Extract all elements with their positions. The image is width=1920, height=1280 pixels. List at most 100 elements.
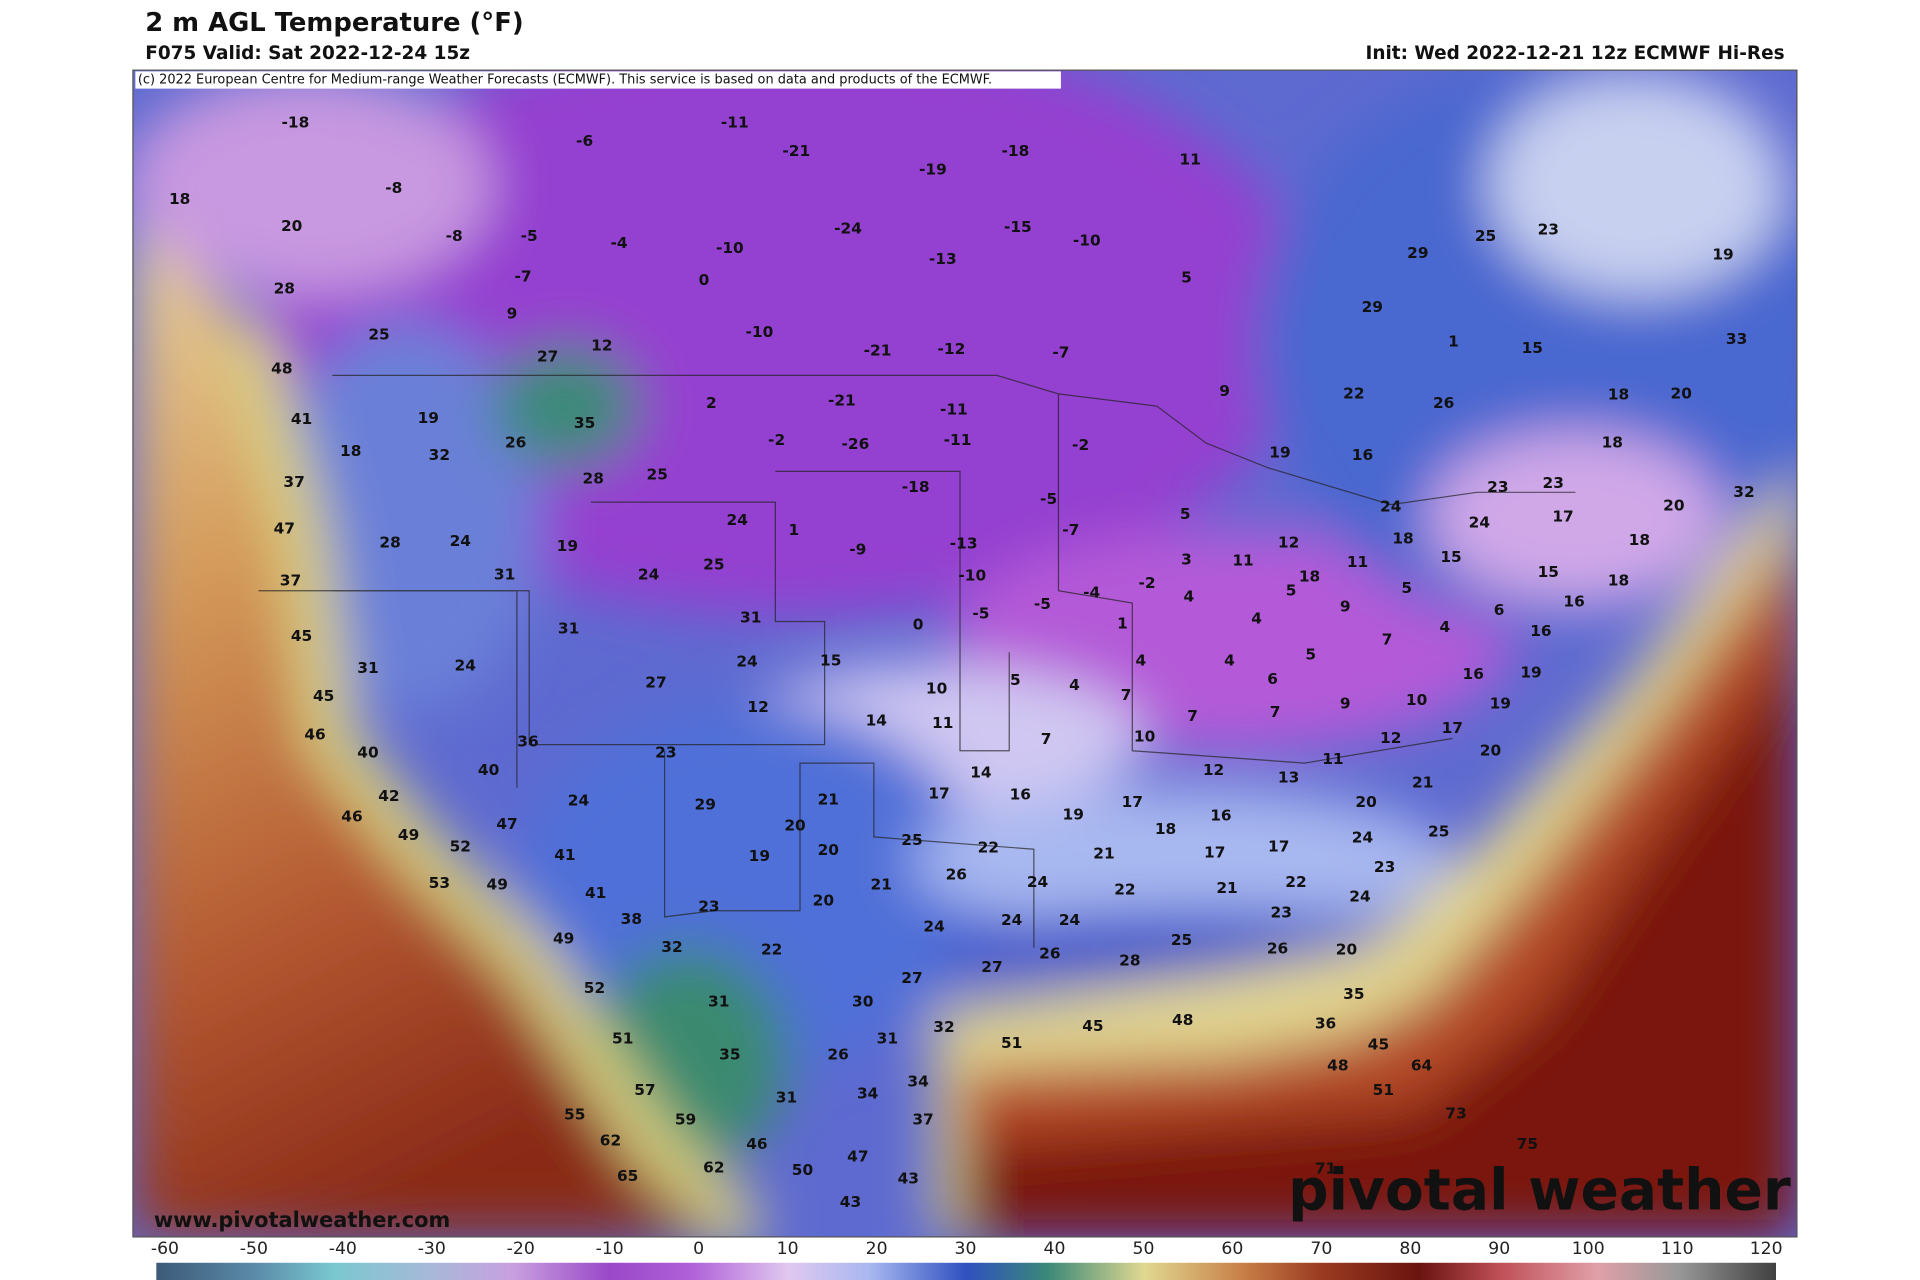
temperature-label: 41: [585, 884, 606, 902]
temperature-label: 19: [1490, 694, 1511, 712]
temperature-label: 73: [1445, 1104, 1466, 1122]
temperature-label: -7: [515, 267, 532, 285]
temperature-label: 51: [1373, 1081, 1394, 1099]
temperature-label: 24: [638, 565, 659, 583]
temperature-label: 23: [1374, 858, 1395, 876]
temperature-label: 41: [554, 846, 575, 864]
colorbar-tick-label: 0: [693, 1239, 704, 1259]
temperature-label: 37: [912, 1110, 933, 1128]
temperature-label: 48: [1327, 1056, 1348, 1074]
colorbar-tick-label: 100: [1572, 1239, 1605, 1259]
temperature-label: 18: [1629, 531, 1650, 549]
temperature-label: 19: [557, 537, 578, 555]
temperature-label: 9: [1340, 694, 1351, 712]
temperature-label: -13: [950, 534, 978, 552]
temperature-label: 17: [928, 784, 949, 802]
temperature-label: 35: [1343, 985, 1364, 1003]
temperature-label: 26: [1039, 944, 1060, 962]
colorbar-tick-label: 120: [1750, 1239, 1783, 1259]
temperature-label: 22: [761, 941, 782, 959]
temperature-label: 4: [1440, 618, 1451, 636]
temperature-label: 25: [1171, 931, 1192, 949]
temperature-label: 7: [1382, 630, 1393, 648]
temperature-label: 23: [1543, 474, 1564, 492]
temperature-label: 24: [568, 792, 589, 810]
temperature-label: 21: [818, 790, 839, 808]
temperature-label: 12: [1203, 761, 1224, 779]
temperature-label: 11: [1347, 553, 1368, 571]
temperature-label: 24: [727, 511, 748, 529]
colorbar-tick-label: 110: [1661, 1239, 1694, 1259]
temperature-label: 27: [901, 969, 922, 987]
temperature-label: 6: [1267, 670, 1278, 688]
colorbar-tick-label: -50: [240, 1239, 268, 1259]
temperature-label: 31: [708, 992, 729, 1010]
temperature-label: 16: [1563, 592, 1584, 610]
temperature-label: 11: [1179, 150, 1200, 168]
temperature-label: 1: [1117, 614, 1128, 632]
colorbar-ticks: -60 -50 -40 -30 -20 -10 0 10 20 30 40 50 60 70 80 90 100…: [151, 1239, 1783, 1259]
temperature-label: 4: [1136, 651, 1147, 669]
temperature-label: 17: [1268, 837, 1289, 855]
temperature-label: 18: [1602, 434, 1623, 452]
temperature-label: 2: [706, 394, 717, 412]
temperature-label: 48: [271, 360, 292, 378]
colorbar-tick-label: 20: [866, 1239, 888, 1259]
temperature-label: 36: [1315, 1014, 1336, 1032]
temperature-label: 12: [1278, 533, 1299, 551]
temperature-field: [132, 70, 1797, 1237]
temperature-label: 17: [1552, 507, 1573, 525]
temperature-label: -26: [841, 435, 869, 453]
temperature-label: 40: [478, 761, 499, 779]
temperature-label: 14: [866, 712, 887, 730]
temperature-label: 10: [1406, 691, 1427, 709]
temperature-label: 32: [661, 938, 682, 956]
temperature-label: 20: [1663, 496, 1684, 514]
temperature-label: 24: [1001, 911, 1022, 929]
temperature-label: 20: [784, 816, 805, 834]
temperature-label: 18: [1608, 571, 1629, 589]
temperature-label: 46: [746, 1135, 767, 1153]
temperature-label: 35: [719, 1045, 740, 1063]
temperature-label: 19: [749, 847, 770, 865]
temperature-label: 24: [450, 532, 471, 550]
temperature-label: 5: [1286, 581, 1297, 599]
temperature-label: 18: [1392, 530, 1413, 548]
temperature-label: 20: [818, 841, 839, 859]
temperature-label: 33: [1726, 330, 1747, 348]
temperature-label: -7: [1062, 521, 1079, 539]
temperature-label: 47: [847, 1147, 868, 1165]
temperature-label: 27: [645, 674, 666, 692]
temperature-label: 43: [898, 1170, 919, 1188]
temperature-label: 26: [1433, 394, 1454, 412]
temperature-label: -12: [937, 340, 965, 358]
colorbar-tick-label: 60: [1221, 1239, 1243, 1259]
temperature-label: 23: [1487, 478, 1508, 496]
temperature-label: 11: [932, 714, 953, 732]
colorbar-tick-label: -30: [418, 1239, 446, 1259]
temperature-label: 59: [675, 1110, 696, 1128]
temperature-label: 24: [1027, 873, 1048, 891]
temperature-label: 12: [747, 698, 768, 716]
temperature-label: 19: [1520, 664, 1541, 682]
temperature-label: 16: [1352, 446, 1373, 464]
colorbar-tick-label: -60: [151, 1239, 179, 1259]
temperature-label: 55: [564, 1106, 585, 1124]
temperature-label: 19: [1712, 245, 1733, 263]
temperature-label: 13: [1278, 768, 1299, 786]
temperature-label: 5: [1180, 505, 1191, 523]
temperature-label: -10: [958, 566, 986, 584]
temperature-label: 25: [368, 325, 389, 343]
temperature-label: 51: [612, 1029, 633, 1047]
colorbar-tick-label: -40: [329, 1239, 357, 1259]
temperature-label: 75: [1517, 1135, 1538, 1153]
temperature-label: 14: [970, 763, 991, 781]
copyright-box: [135, 71, 1061, 89]
temperature-label: 24: [923, 917, 944, 935]
temperature-label: 7: [1041, 730, 1052, 748]
temperature-label: 37: [280, 571, 301, 589]
temperature-label: 21: [1412, 773, 1433, 791]
temperature-label: -4: [1083, 584, 1100, 602]
temperature-label: 65: [617, 1167, 638, 1185]
temperature-label: 18: [1299, 568, 1320, 586]
